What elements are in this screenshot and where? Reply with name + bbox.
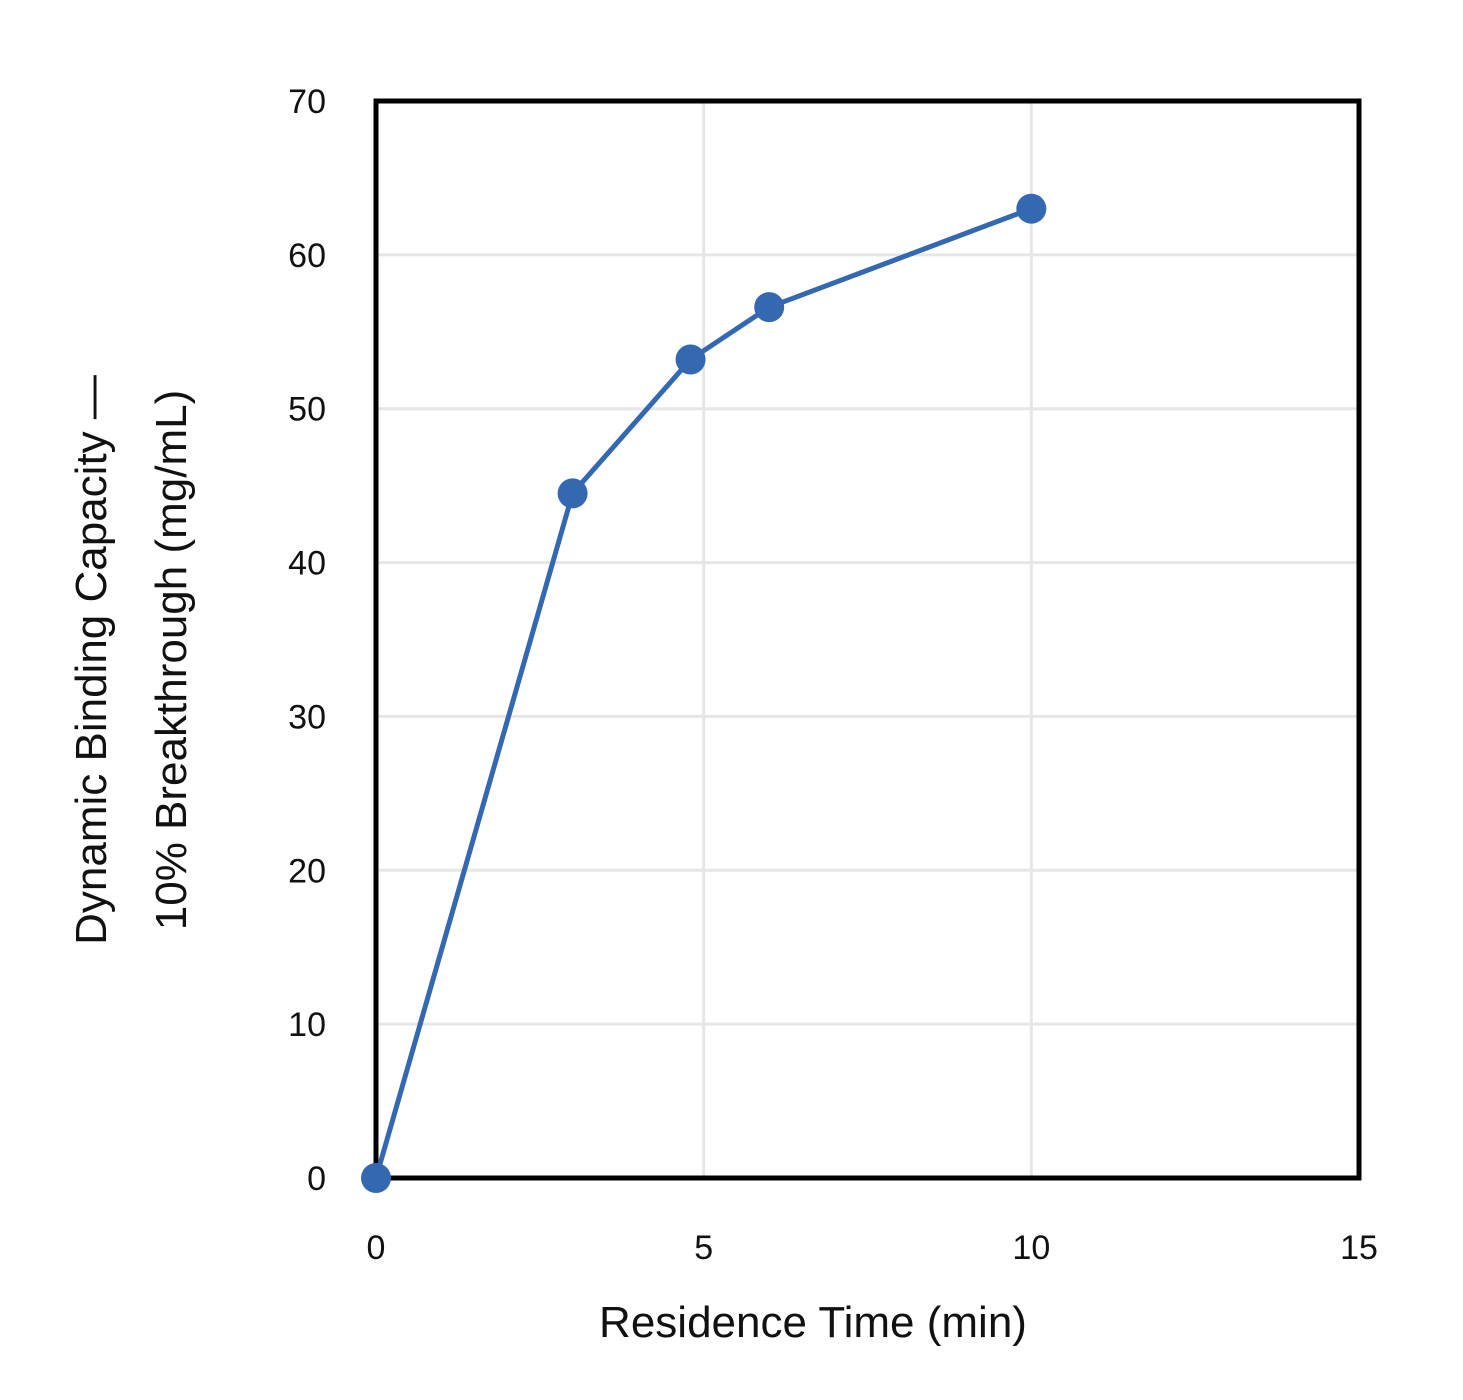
plot-area-frame (373, 98, 1362, 1181)
data-point (1016, 193, 1047, 224)
y-axis-title-line-1: Dynamic Binding Capacity — (67, 375, 116, 945)
x-tick-label: 10 (1012, 1229, 1050, 1267)
y-axis-ticks: 0 10 20 30 40 50 60 70 (288, 83, 326, 1198)
data-point (361, 1163, 391, 1193)
data-point (754, 292, 785, 323)
y-tick-label: 10 (288, 1006, 326, 1044)
y-axis-title: Dynamic Binding Capacity — 10% Breakthro… (67, 375, 196, 945)
x-axis-title: Residence Time (min) (599, 1298, 1027, 1347)
y-tick-label: 50 (288, 391, 326, 429)
data-point (675, 344, 706, 375)
y-tick-label: 0 (307, 1160, 326, 1198)
y-tick-label: 70 (288, 83, 326, 121)
data-point (557, 478, 588, 509)
x-axis-ticks: 0 5 10 15 (367, 1229, 1378, 1267)
grid-lines (376, 101, 1359, 1178)
x-tick-label: 5 (694, 1229, 713, 1267)
x-tick-label: 0 (367, 1229, 386, 1267)
series-layer (361, 193, 1047, 1193)
y-tick-label: 40 (288, 545, 326, 583)
x-tick-label: 15 (1340, 1229, 1378, 1267)
y-tick-label: 20 (288, 852, 326, 890)
y-tick-label: 30 (288, 698, 326, 736)
y-tick-label: 60 (288, 237, 326, 275)
y-axis-title-line-2: 10% Breakthrough (mg/mL) (147, 390, 196, 930)
